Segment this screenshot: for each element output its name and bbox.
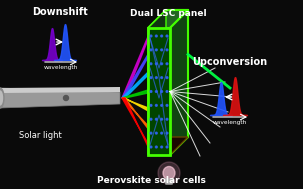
Text: Dual LSC panel: Dual LSC panel <box>130 9 206 18</box>
Polygon shape <box>122 98 148 129</box>
Ellipse shape <box>173 36 175 37</box>
Ellipse shape <box>173 73 175 74</box>
Polygon shape <box>122 90 148 98</box>
Polygon shape <box>122 36 148 98</box>
Ellipse shape <box>173 91 175 93</box>
Polygon shape <box>148 28 170 155</box>
Ellipse shape <box>166 77 168 78</box>
Ellipse shape <box>168 73 170 74</box>
Ellipse shape <box>168 110 170 111</box>
Polygon shape <box>166 10 188 137</box>
Ellipse shape <box>168 54 170 56</box>
Ellipse shape <box>0 91 2 105</box>
Ellipse shape <box>179 54 181 56</box>
Ellipse shape <box>64 95 68 101</box>
Ellipse shape <box>158 162 180 184</box>
Ellipse shape <box>155 77 157 78</box>
Ellipse shape <box>184 54 186 56</box>
Ellipse shape <box>168 17 170 19</box>
Ellipse shape <box>184 73 186 74</box>
Polygon shape <box>122 98 148 146</box>
Ellipse shape <box>155 132 157 134</box>
Polygon shape <box>0 88 120 108</box>
Ellipse shape <box>161 77 163 78</box>
Ellipse shape <box>184 17 186 19</box>
Ellipse shape <box>155 35 157 37</box>
Ellipse shape <box>150 91 152 92</box>
Ellipse shape <box>150 77 152 78</box>
Text: Solar light: Solar light <box>18 131 62 140</box>
Ellipse shape <box>179 128 181 130</box>
Ellipse shape <box>155 118 157 120</box>
Ellipse shape <box>161 132 163 134</box>
Ellipse shape <box>150 132 152 134</box>
Ellipse shape <box>150 146 152 148</box>
Ellipse shape <box>155 63 157 65</box>
Text: Downshift: Downshift <box>32 7 88 17</box>
Ellipse shape <box>161 35 163 37</box>
Polygon shape <box>122 72 148 98</box>
Polygon shape <box>170 10 188 155</box>
Ellipse shape <box>168 91 170 93</box>
Ellipse shape <box>184 128 186 130</box>
Ellipse shape <box>163 167 175 180</box>
Ellipse shape <box>0 88 4 108</box>
Polygon shape <box>148 10 188 28</box>
Polygon shape <box>148 10 166 155</box>
Ellipse shape <box>184 91 186 93</box>
Ellipse shape <box>161 49 163 51</box>
Ellipse shape <box>184 110 186 111</box>
Ellipse shape <box>166 105 168 106</box>
Ellipse shape <box>161 63 163 65</box>
Ellipse shape <box>179 91 181 93</box>
Text: Perovskite solar cells: Perovskite solar cells <box>97 176 205 185</box>
Ellipse shape <box>161 146 163 148</box>
Polygon shape <box>122 98 148 111</box>
Ellipse shape <box>150 49 152 51</box>
Ellipse shape <box>150 105 152 106</box>
Ellipse shape <box>161 118 163 120</box>
Ellipse shape <box>166 49 168 51</box>
Ellipse shape <box>173 128 175 130</box>
Text: wavelength: wavelength <box>44 65 78 70</box>
Ellipse shape <box>161 105 163 106</box>
Ellipse shape <box>150 118 152 120</box>
Text: wavelength: wavelength <box>213 120 247 125</box>
Ellipse shape <box>155 91 157 92</box>
Ellipse shape <box>161 91 163 92</box>
Text: Upconversion: Upconversion <box>192 57 268 67</box>
Polygon shape <box>165 179 173 184</box>
Ellipse shape <box>173 110 175 111</box>
Ellipse shape <box>166 132 168 134</box>
Ellipse shape <box>179 17 181 19</box>
Ellipse shape <box>173 17 175 19</box>
Ellipse shape <box>173 54 175 56</box>
Ellipse shape <box>155 49 157 51</box>
Polygon shape <box>148 137 188 155</box>
Ellipse shape <box>150 35 152 37</box>
Ellipse shape <box>166 118 168 120</box>
Ellipse shape <box>166 63 168 65</box>
Ellipse shape <box>179 73 181 74</box>
Ellipse shape <box>166 91 168 92</box>
Ellipse shape <box>155 105 157 106</box>
Ellipse shape <box>155 146 157 148</box>
Ellipse shape <box>184 36 186 37</box>
Ellipse shape <box>179 36 181 37</box>
Ellipse shape <box>168 36 170 37</box>
Ellipse shape <box>166 35 168 37</box>
Ellipse shape <box>168 128 170 130</box>
Ellipse shape <box>179 110 181 111</box>
Polygon shape <box>122 54 148 98</box>
Ellipse shape <box>150 63 152 65</box>
Ellipse shape <box>166 146 168 148</box>
Polygon shape <box>0 87 120 93</box>
